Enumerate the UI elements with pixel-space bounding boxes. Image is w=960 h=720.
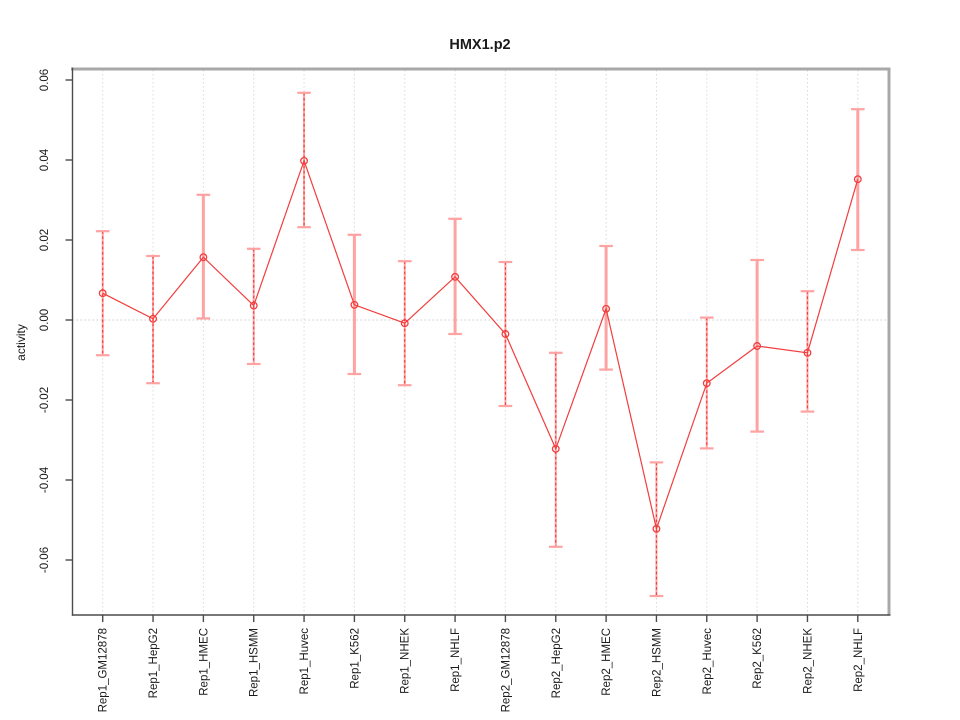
x-tick-label: Rep2_K562 <box>752 628 764 689</box>
data-point <box>753 342 762 350</box>
data-point <box>551 444 560 453</box>
y-tick-label: -0.02 <box>39 387 51 413</box>
y-tick-label: 0.02 <box>39 229 51 251</box>
y-tick-label: -0.06 <box>39 547 51 573</box>
x-tick-label: Rep2_HSMM <box>651 628 663 697</box>
data-point <box>803 348 812 357</box>
x-tick-label: Rep1_Huvec <box>299 628 311 695</box>
x-tick-label: Rep2_Huvec <box>702 628 714 695</box>
x-tick-label: Rep1_GM12878 <box>98 628 110 712</box>
data-point <box>652 524 661 533</box>
x-tick-label: Rep1_K562 <box>349 628 361 689</box>
plot-area: -0.06 -0.04 -0.02 0.00 0.02 0.04 0.06 Rep1_GM12… <box>39 67 891 712</box>
y-tick-label: 0.06 <box>39 69 51 91</box>
chart-title: HMX1.p2 <box>449 37 510 53</box>
x-tick-label: Rep1_HepG2 <box>148 628 160 698</box>
data-point <box>702 379 711 388</box>
y-axis-title: activity <box>14 324 28 361</box>
y-tick-label: -0.04 <box>39 466 51 493</box>
data-point <box>853 175 862 184</box>
x-tick-label: Rep1_NHLF <box>450 628 462 692</box>
data-point <box>602 304 611 313</box>
data-point <box>98 289 107 298</box>
x-tick-label: Rep2_NHLF <box>853 628 865 692</box>
x-tick-label: Rep1_NHEK <box>400 628 412 694</box>
data-point <box>149 314 157 323</box>
y-tick-label: 0.04 <box>39 148 51 171</box>
x-tick-label: Rep1_HMEC <box>198 628 210 696</box>
data-point <box>199 253 208 262</box>
x-tick-label: Rep1_HSMM <box>249 628 261 697</box>
data-point <box>350 300 359 309</box>
data-point <box>501 330 510 338</box>
series-line <box>102 158 859 531</box>
x-tick-label: Rep2_HepG2 <box>551 628 563 698</box>
y-tick-label: 0.00 <box>39 309 51 331</box>
x-tick-label: Rep2_HMEC <box>601 628 613 696</box>
x-tick-label: Rep2_NHEK <box>802 628 814 694</box>
x-tick-label: Rep2_GM12878 <box>500 628 512 712</box>
data-point <box>300 156 309 165</box>
data-point <box>451 272 460 281</box>
data-point <box>249 301 258 310</box>
data-point <box>400 319 409 328</box>
